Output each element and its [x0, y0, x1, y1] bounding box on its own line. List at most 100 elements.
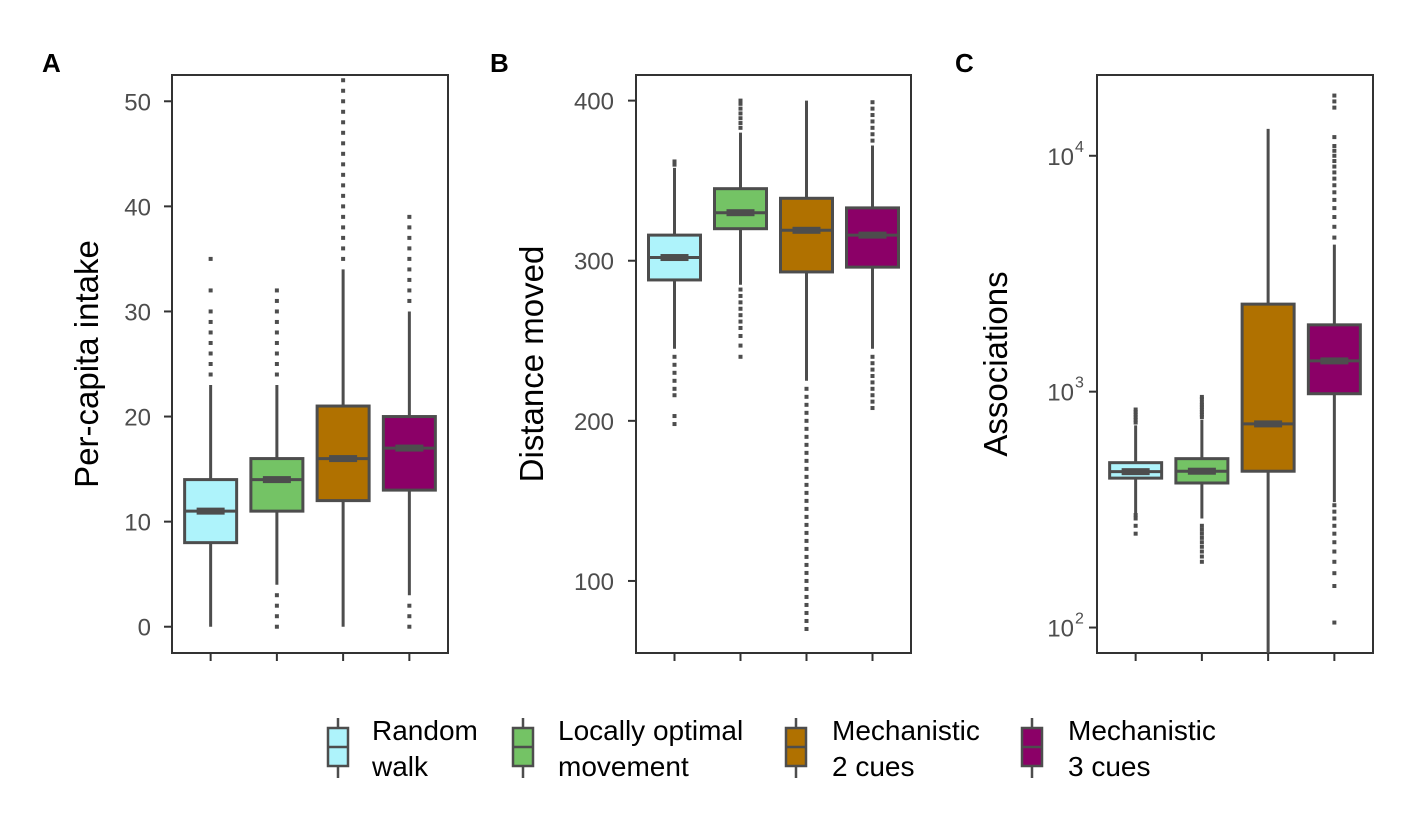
- outlier-point: [341, 88, 346, 93]
- outlier-point: [1332, 516, 1337, 521]
- outlier-point: [804, 442, 809, 447]
- outlier-point: [870, 406, 875, 411]
- outlier-point: [1199, 549, 1204, 554]
- outlier-point: [1133, 420, 1138, 425]
- outlier-point: [274, 351, 279, 356]
- outlier-point: [274, 614, 279, 619]
- outlier-point: [341, 183, 346, 188]
- outlier-point: [407, 603, 412, 608]
- legend-item-4: Mechanistic 3 cues: [1020, 715, 1216, 782]
- outlier-point: [208, 319, 213, 324]
- outlier-point: [804, 434, 809, 439]
- median-notch: [329, 455, 358, 463]
- outlier-point: [804, 602, 809, 607]
- outlier-point: [804, 394, 809, 399]
- outlier-point: [804, 530, 809, 535]
- outlier-point: [208, 288, 213, 293]
- median-notch: [858, 231, 887, 239]
- outlier-point: [870, 393, 875, 398]
- outlier-point: [1199, 544, 1204, 549]
- outlier-point: [870, 374, 875, 379]
- box-body: [249, 457, 305, 513]
- outlier-point: [804, 426, 809, 431]
- box-4: [381, 214, 437, 661]
- legend-label-line1: Locally optimal: [558, 715, 743, 746]
- y-tick-label: 0: [138, 615, 151, 642]
- outlier-point: [738, 287, 743, 292]
- outlier-point: [804, 474, 809, 479]
- outlier-point: [1332, 190, 1337, 195]
- outlier-point: [1199, 554, 1204, 559]
- outlier-point: [1199, 407, 1204, 412]
- outlier-point: [672, 393, 677, 398]
- outlier-point: [208, 351, 213, 356]
- outlier-point: [804, 418, 809, 423]
- outlier-point: [804, 458, 809, 463]
- outlier-point: [208, 362, 213, 366]
- outlier-point: [341, 162, 346, 167]
- y-axis-title: Distance moved: [513, 246, 550, 483]
- outlier-point: [804, 498, 809, 503]
- outlier-point: [804, 594, 809, 599]
- outlier-point: [341, 130, 346, 135]
- box-2: [1174, 394, 1230, 661]
- outlier-point: [870, 100, 875, 105]
- outlier-point: [1199, 402, 1204, 407]
- legend-label-line2: walk: [371, 751, 429, 782]
- outlier-point: [341, 214, 346, 219]
- outlier-point: [341, 78, 346, 83]
- outlier-point: [1332, 99, 1337, 104]
- outlier-point: [1133, 531, 1138, 536]
- outlier-point: [1332, 224, 1337, 229]
- outlier-point: [672, 362, 677, 367]
- outlier-point: [804, 570, 809, 575]
- outlier-point: [208, 256, 213, 261]
- outlier-point: [1332, 153, 1337, 158]
- outlier-point: [274, 288, 279, 293]
- panel-a: A Per-capita intake 0 10 20 30 40 50: [42, 48, 449, 661]
- outlier-point: [804, 482, 809, 487]
- outlier-point: [341, 120, 346, 125]
- outlier-point: [1332, 93, 1337, 98]
- outlier-point: [1332, 197, 1337, 202]
- outlier-point: [1332, 540, 1337, 545]
- outlier-point: [804, 410, 809, 415]
- outlier-point: [341, 172, 346, 177]
- outlier-point: [1199, 405, 1204, 410]
- outlier-point: [274, 372, 279, 377]
- y-tick-label: 300: [574, 249, 614, 276]
- outlier-point: [870, 354, 875, 359]
- outlier-point: [870, 380, 875, 385]
- median-notch: [262, 476, 291, 484]
- outlier-point: [1199, 527, 1204, 532]
- panel-letter: A: [42, 48, 61, 78]
- box-3: [315, 78, 371, 661]
- panel-frame: [171, 74, 449, 654]
- outlier-point: [274, 330, 279, 335]
- outlier-point: [804, 514, 809, 519]
- outlier-point: [1133, 415, 1138, 420]
- outlier-point: [341, 151, 346, 156]
- outlier-point: [870, 119, 875, 124]
- outlier-point: [870, 361, 875, 366]
- median-notch: [395, 444, 424, 452]
- outlier-point: [1332, 235, 1337, 240]
- outlier-point: [672, 159, 677, 164]
- y-tick-label: 10: [1047, 144, 1074, 171]
- outlier-point: [407, 298, 412, 303]
- outlier-point: [407, 225, 412, 230]
- outlier-point: [738, 333, 743, 338]
- outlier-point: [1332, 523, 1337, 528]
- median-notch: [792, 226, 821, 234]
- box-body: [381, 415, 437, 492]
- outlier-point: [672, 386, 677, 391]
- box-body: [713, 187, 768, 231]
- median-notch: [196, 507, 225, 515]
- legend-item-2: Locally optimal movement: [511, 715, 743, 782]
- box-1: [1108, 407, 1164, 661]
- outlier-point: [1133, 409, 1138, 414]
- outlier-point: [341, 256, 346, 261]
- outlier-point: [870, 386, 875, 391]
- outlier-point: [274, 340, 279, 345]
